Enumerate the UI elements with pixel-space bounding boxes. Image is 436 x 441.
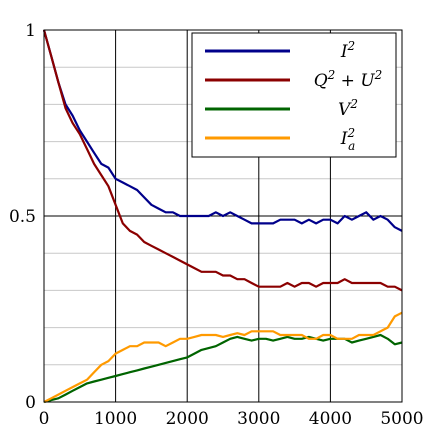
x-tick-label: 3000: [237, 409, 280, 429]
series-line-1: [42, 29, 403, 292]
series-line-0: [42, 29, 403, 232]
y-tick-label: 1: [25, 21, 36, 41]
x-tick-label: 1000: [94, 409, 137, 429]
series-layer: [42, 29, 403, 404]
y-tick-label: 0.5: [9, 207, 36, 227]
y-tick-label: 0: [25, 393, 36, 413]
x-tick-label: 4000: [309, 409, 352, 429]
legend-label-1: Q2 + U2: [314, 68, 383, 91]
legend-label-0: I2: [340, 39, 355, 62]
legend-label-3: I2 a: [340, 126, 356, 153]
x-tick-label: 5000: [380, 409, 423, 429]
legend-label-2: V2: [338, 97, 358, 120]
legend: I2 Q2 + U2 V2 I2 a: [191, 32, 397, 158]
tick-label-layer: 0 1000 2000 3000 4000 5000 0 0.5 1: [9, 21, 424, 429]
plot-frame: [43, 29, 403, 403]
legend-box: [191, 32, 397, 158]
series-line-3: [43, 311, 403, 403]
x-tick-label: 0: [39, 409, 50, 429]
x-tick-label: 2000: [166, 409, 209, 429]
